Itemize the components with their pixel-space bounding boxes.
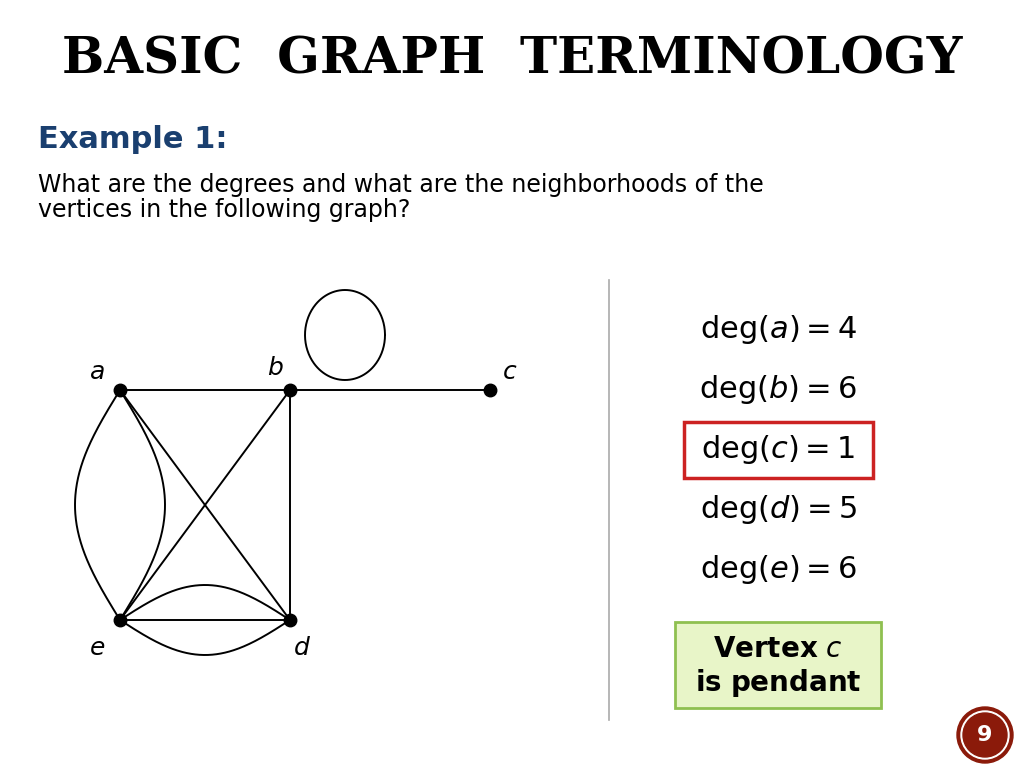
Text: e: e bbox=[90, 636, 105, 660]
Text: d: d bbox=[294, 636, 310, 660]
Text: $\mathrm{deg}(c) = 1$: $\mathrm{deg}(c) = 1$ bbox=[701, 433, 855, 466]
Text: c: c bbox=[503, 360, 517, 384]
Text: $\mathbf{Vertex}\ \mathit{c}$: $\mathbf{Vertex}\ \mathit{c}$ bbox=[714, 635, 843, 663]
Text: $\mathbf{is\ pendant}$: $\mathbf{is\ pendant}$ bbox=[695, 667, 861, 699]
FancyBboxPatch shape bbox=[684, 422, 872, 478]
Circle shape bbox=[963, 713, 1007, 757]
Text: $\mathrm{deg}(a) = 4$: $\mathrm{deg}(a) = 4$ bbox=[699, 313, 857, 346]
Text: What are the degrees and what are the neighborhoods of the: What are the degrees and what are the ne… bbox=[38, 173, 764, 197]
Text: Example 1:: Example 1: bbox=[38, 125, 227, 154]
Circle shape bbox=[957, 707, 1013, 763]
Text: $\mathrm{deg}(b) = 6$: $\mathrm{deg}(b) = 6$ bbox=[699, 373, 857, 406]
Circle shape bbox=[961, 711, 1009, 759]
Text: a: a bbox=[90, 360, 105, 384]
Text: vertices in the following graph?: vertices in the following graph? bbox=[38, 198, 411, 222]
Text: $\mathrm{deg}(d) = 5$: $\mathrm{deg}(d) = 5$ bbox=[699, 494, 857, 527]
Text: $\mathrm{deg}(e) = 6$: $\mathrm{deg}(e) = 6$ bbox=[699, 554, 857, 587]
Text: BASIC  GRAPH  TERMINOLOGY: BASIC GRAPH TERMINOLOGY bbox=[61, 35, 963, 84]
FancyBboxPatch shape bbox=[675, 622, 882, 708]
Text: b: b bbox=[267, 356, 283, 380]
Text: 9: 9 bbox=[977, 725, 992, 745]
